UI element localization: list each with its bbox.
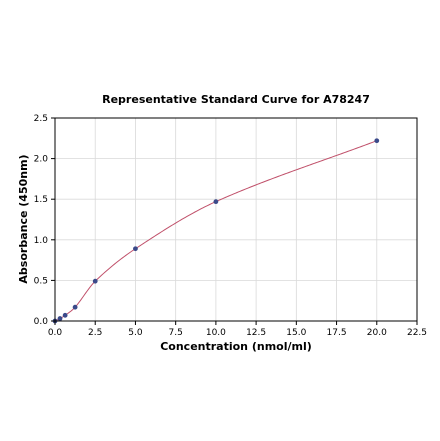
tick-labels: 0.0 2.5 5.0 7.5 10.0 12.5 15.0 17.5 20.0 22.5 0.0 0…	[34, 114, 427, 338]
y-tick-label: 1.0	[34, 236, 49, 246]
data-point	[213, 199, 219, 205]
x-tick-label: 7.5	[169, 328, 183, 338]
data-point	[92, 278, 98, 284]
x-tick-label: 22.5	[407, 328, 427, 338]
data-point	[57, 316, 63, 321]
data-point	[62, 312, 68, 318]
x-tick-label: 20.0	[367, 328, 387, 338]
axes	[51, 117, 418, 325]
data-points-layer	[52, 138, 380, 324]
x-tick-label: 15.0	[286, 328, 306, 338]
y-tick-label: 2.0	[34, 155, 49, 165]
x-tick-label: 0.0	[48, 328, 63, 338]
data-point	[374, 138, 380, 144]
chart-title: Representative Standard Curve for A78247	[102, 93, 370, 106]
x-axis-label: Concentration (nmol/ml)	[160, 340, 312, 353]
y-tick-label: 0.0	[34, 317, 49, 327]
x-tick-label: 10.0	[206, 328, 226, 338]
data-point	[72, 304, 78, 310]
x-tick-label: 12.5	[246, 328, 266, 338]
grid-lines	[54, 117, 418, 322]
y-tick-label: 0.5	[34, 276, 48, 286]
x-tick-label: 2.5	[88, 328, 102, 338]
x-tick-label: 5.0	[128, 328, 143, 338]
y-axis-label: Absorbance (450nm)	[17, 154, 30, 283]
data-point	[133, 246, 138, 252]
y-tick-label: 2.5	[34, 114, 48, 124]
plot-frame	[54, 117, 418, 322]
y-tick-label: 1.5	[34, 195, 48, 205]
x-tick-label: 17.5	[327, 328, 347, 338]
